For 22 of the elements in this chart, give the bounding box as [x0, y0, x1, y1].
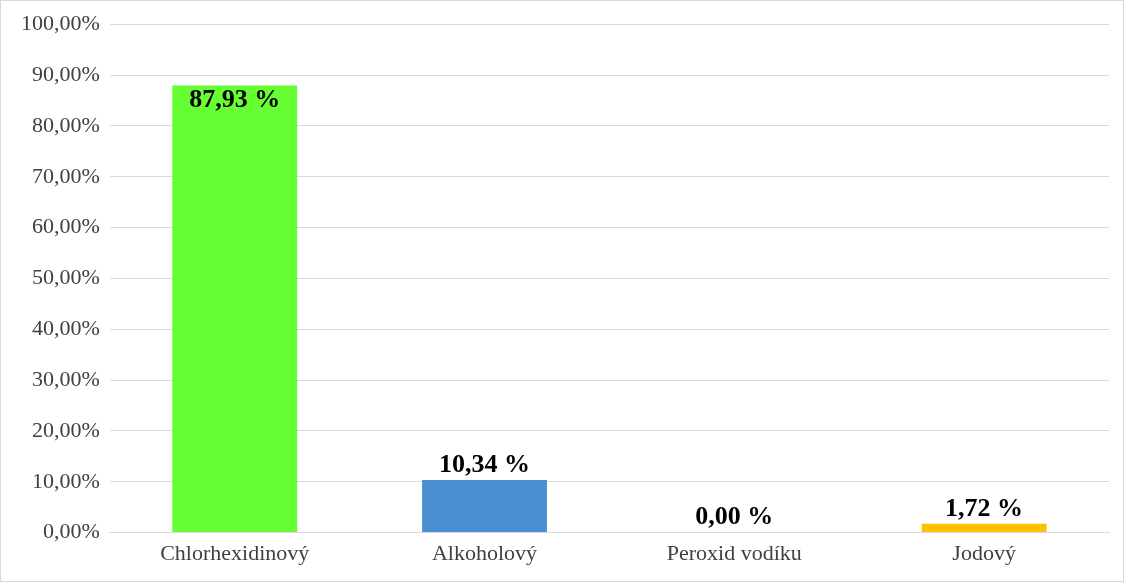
y-tick-label: 40,00% — [32, 315, 100, 341]
bar — [921, 523, 1047, 533]
bar — [172, 85, 298, 533]
y-tick-label: 60,00% — [32, 213, 100, 239]
y-tick-label: 20,00% — [32, 416, 100, 442]
y-tick-label: 0,00% — [43, 518, 100, 544]
x-tick-label: Peroxid vodíku — [666, 539, 802, 565]
data-label: 87,93 % — [189, 84, 281, 114]
x-tick-label: Chlorhexidinový — [160, 539, 310, 565]
bar — [422, 480, 547, 533]
y-tick-label: 90,00% — [32, 60, 100, 86]
data-label: 0,00 % — [695, 501, 774, 531]
y-tick-label: 70,00% — [32, 162, 100, 188]
data-label: 10,34 % — [439, 448, 531, 478]
y-tick-label: 10,00% — [32, 467, 100, 493]
y-tick-label: 30,00% — [32, 365, 100, 391]
y-tick-label: 50,00% — [32, 264, 100, 290]
y-tick-label: 100,00% — [21, 9, 100, 35]
x-tick-label: Jodový — [952, 539, 1016, 565]
y-tick-label: 80,00% — [32, 111, 100, 137]
data-label: 1,72 % — [945, 492, 1024, 522]
x-tick-label: Alkoholový — [431, 539, 538, 565]
